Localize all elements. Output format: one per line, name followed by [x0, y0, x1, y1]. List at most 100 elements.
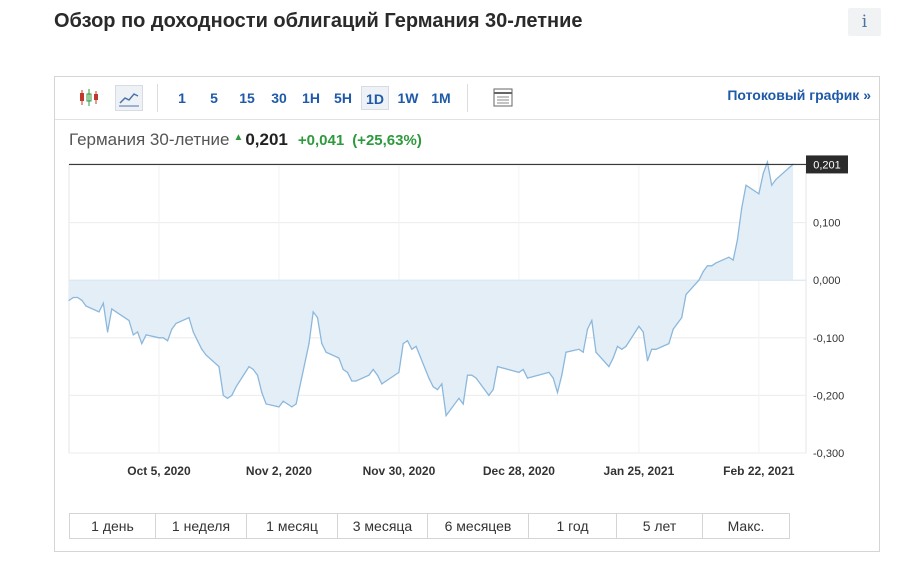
streaming-chart-link[interactable]: Потоковый график » [727, 87, 871, 103]
y-tick-label: -0,200 [813, 390, 844, 402]
data-point [766, 161, 769, 163]
data-point [582, 351, 584, 353]
data-point [398, 371, 400, 373]
data-point [368, 374, 370, 376]
data-point [736, 239, 739, 241]
data-point [561, 374, 563, 376]
last-value-badge [806, 155, 848, 174]
data-point [312, 311, 314, 313]
instrument-name: Германия 30-летние [69, 130, 230, 149]
data-point [402, 343, 404, 345]
data-point [741, 207, 743, 209]
data-point [732, 259, 734, 261]
data-point [441, 383, 443, 385]
x-tick-label: Nov 2, 2020 [246, 464, 312, 478]
data-point [351, 380, 353, 382]
up-arrow-icon: ▲ [233, 132, 244, 143]
data-point [381, 383, 383, 385]
data-point [325, 351, 327, 353]
data-point [612, 357, 614, 359]
data-point [141, 343, 143, 345]
data-point [218, 366, 220, 368]
data-point [591, 319, 593, 322]
chart-toolbar: 1 5 15 30 1H 5H 1D 1W 1M Потоковый графи… [55, 77, 879, 120]
yield-chart[interactable]: 0,100 0,000 -0,100 -0,200 -0,300 Oct 5, 2020 N… [55, 77, 879, 497]
data-point [308, 343, 310, 345]
data-point [406, 340, 409, 342]
data-point [167, 340, 169, 342]
data-point [171, 328, 173, 330]
y-tick-label: 0,100 [813, 218, 841, 230]
period-1-year[interactable]: 1 год [529, 514, 617, 538]
data-point [132, 334, 134, 336]
x-tick-label: Nov 30, 2020 [363, 464, 436, 478]
data-point [715, 262, 717, 264]
data-point [758, 193, 760, 195]
y-tick-label: 0,000 [813, 275, 841, 287]
data-point [522, 368, 524, 371]
x-tick-label: Dec 28, 2020 [483, 464, 555, 478]
data-point [338, 357, 340, 359]
period-1-month[interactable]: 1 месяц [247, 514, 338, 538]
period-selector: 1 день 1 неделя 1 месяц 3 месяца 6 месяц… [69, 513, 790, 539]
interval-1d[interactable]: 1D [361, 86, 389, 110]
data-point [261, 391, 263, 394]
last-value-label: 0,201 [813, 159, 841, 171]
data-point [415, 345, 417, 347]
data-point [788, 167, 790, 169]
data-point [518, 371, 520, 373]
data-point [286, 403, 289, 405]
data-point [321, 343, 323, 345]
data-point [235, 386, 237, 388]
data-point [248, 366, 250, 368]
y-tick-label: -0,100 [813, 333, 844, 345]
info-button[interactable]: i [848, 8, 881, 36]
last-price: 0,201 [245, 130, 288, 149]
data-point [706, 265, 709, 267]
interval-1m[interactable]: 1M [431, 90, 451, 106]
data-point [668, 343, 670, 345]
data-point [145, 334, 147, 336]
line-chart-icon[interactable] [115, 85, 143, 111]
data-point [651, 348, 653, 350]
data-point [471, 374, 473, 376]
interval-1h[interactable]: 1H [302, 90, 320, 106]
data-point [462, 403, 464, 405]
data-point [291, 406, 293, 408]
table-icon[interactable] [489, 85, 517, 111]
data-point [625, 345, 627, 347]
interval-1w[interactable]: 1W [397, 90, 419, 106]
interval-30[interactable]: 30 [271, 90, 287, 106]
page-title: Обзор по доходности облигаций Германия 3… [54, 10, 583, 32]
data-point [137, 331, 139, 333]
data-point [655, 348, 657, 350]
interval-5[interactable]: 5 [210, 90, 218, 106]
data-point [552, 377, 554, 379]
x-tick-label: Feb 22, 2021 [723, 464, 795, 478]
data-point [346, 371, 349, 373]
interval-1[interactable]: 1 [178, 90, 186, 106]
period-5-years[interactable]: 5 лет [617, 514, 703, 538]
data-point [556, 391, 559, 394]
data-point [728, 256, 730, 258]
data-point [226, 397, 229, 399]
period-max[interactable]: Макс. [727, 518, 765, 534]
data-point [201, 348, 203, 350]
candlestick-icon[interactable] [75, 85, 103, 111]
data-point [77, 296, 79, 299]
period-1-day[interactable]: 1 день [70, 514, 156, 538]
data-point [282, 400, 284, 402]
data-point [222, 394, 224, 396]
data-point [685, 294, 687, 296]
data-point [496, 366, 499, 368]
data-point [488, 394, 490, 396]
period-6-months[interactable]: 6 месяцев [428, 514, 529, 538]
data-point [162, 337, 164, 339]
data-point [475, 377, 477, 379]
period-1-week[interactable]: 1 неделя [156, 514, 247, 538]
data-point [771, 184, 773, 186]
interval-5h[interactable]: 5H [334, 90, 352, 106]
interval-15[interactable]: 15 [239, 90, 255, 106]
period-3-months[interactable]: 3 месяца [338, 514, 428, 538]
data-point [526, 377, 529, 379]
